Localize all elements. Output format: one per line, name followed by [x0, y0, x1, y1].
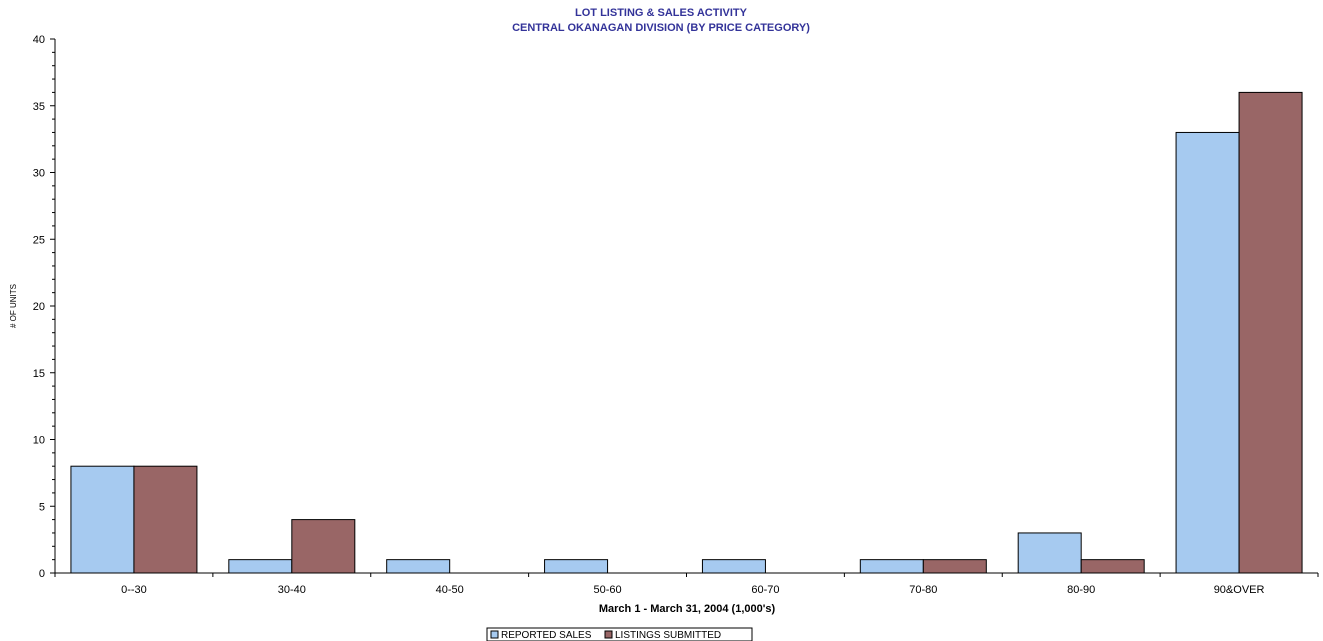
bar-reported-sales [544, 559, 609, 574]
bar-listings-submitted [922, 559, 987, 574]
bar-listings-submitted [133, 465, 198, 574]
y-tick-label: 35 [33, 101, 45, 113]
x-tick-label: 90&OVER [1214, 584, 1265, 596]
bar-reported-sales [859, 559, 924, 574]
y-axis-title: # OF UNITS [9, 284, 18, 328]
bar-listings-submitted [1238, 91, 1303, 574]
x-axis-title: March 1 - March 31, 2004 (1,000's) [599, 603, 776, 615]
y-tick-label: 30 [33, 168, 45, 180]
x-tick-label: 0--30 [121, 584, 147, 596]
x-tick-label: 40-50 [436, 584, 464, 596]
x-tick-label: 60-70 [751, 584, 779, 596]
bar-reported-sales [1017, 532, 1082, 574]
bar-reported-sales [70, 465, 135, 574]
y-tick-label: 0 [39, 568, 45, 580]
bar-reported-sales [386, 559, 451, 574]
chart-title: LOT LISTING & SALES ACTIVITY [575, 7, 748, 19]
y-tick-label: 10 [33, 435, 45, 447]
y-tick-label: 20 [33, 301, 45, 313]
x-tick-label: 70-80 [909, 584, 937, 596]
legend-box [486, 627, 753, 641]
bar-listings-submitted [291, 519, 356, 574]
y-tick-label: 25 [33, 234, 45, 246]
y-tick-label: 40 [33, 34, 45, 46]
legend-swatch [604, 630, 613, 639]
bar-reported-sales [701, 559, 766, 574]
x-tick-label: 80-90 [1067, 584, 1095, 596]
x-tick-label: 30-40 [278, 584, 306, 596]
bar-reported-sales [1175, 131, 1240, 574]
legend-label: LISTINGS SUBMITTED [615, 630, 721, 641]
legend-label: REPORTED SALES [501, 630, 592, 641]
y-tick-label: 5 [39, 501, 45, 513]
x-tick-label: 50-60 [593, 584, 621, 596]
y-tick-label: 15 [33, 368, 45, 380]
legend-swatch [490, 630, 499, 639]
chart-subtitle: CENTRAL OKANAGAN DIVISION (BY PRICE CATE… [512, 22, 810, 34]
bar-reported-sales [228, 559, 293, 574]
bar-listings-submitted [1080, 559, 1145, 574]
